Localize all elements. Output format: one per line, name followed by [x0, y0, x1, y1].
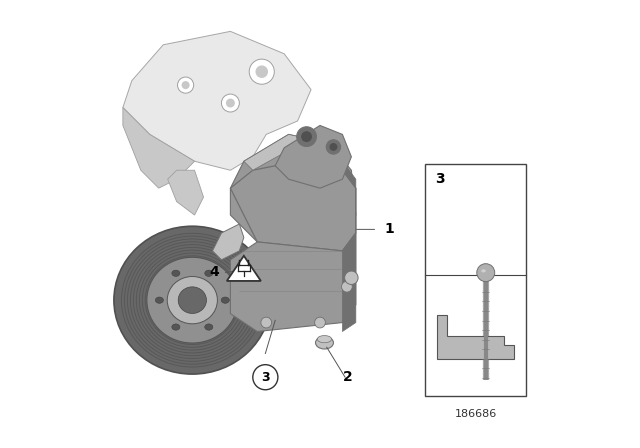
Circle shape	[342, 281, 352, 292]
Circle shape	[255, 65, 268, 78]
Circle shape	[226, 99, 235, 108]
Circle shape	[326, 140, 340, 154]
Polygon shape	[275, 125, 351, 188]
Text: 186686: 186686	[454, 409, 497, 419]
Ellipse shape	[316, 336, 333, 349]
Ellipse shape	[205, 324, 213, 330]
Ellipse shape	[172, 324, 180, 330]
Ellipse shape	[156, 297, 163, 303]
Circle shape	[261, 317, 271, 328]
Polygon shape	[244, 134, 338, 170]
Circle shape	[177, 77, 194, 93]
Text: 3: 3	[435, 172, 445, 185]
Polygon shape	[230, 233, 356, 332]
Polygon shape	[437, 315, 514, 359]
Ellipse shape	[317, 336, 332, 343]
Polygon shape	[227, 256, 261, 281]
Circle shape	[221, 94, 239, 112]
Polygon shape	[342, 161, 356, 332]
Polygon shape	[212, 224, 244, 260]
Polygon shape	[123, 31, 311, 170]
Text: 3: 3	[261, 370, 269, 384]
Circle shape	[297, 127, 316, 146]
Polygon shape	[168, 170, 204, 215]
Circle shape	[249, 59, 275, 84]
Ellipse shape	[481, 269, 486, 272]
Circle shape	[182, 81, 189, 89]
Circle shape	[315, 317, 325, 328]
Polygon shape	[230, 134, 356, 251]
Text: 4: 4	[209, 265, 219, 280]
Polygon shape	[123, 108, 195, 188]
Circle shape	[477, 264, 495, 282]
Bar	[425, 164, 526, 396]
Ellipse shape	[147, 257, 238, 343]
Ellipse shape	[221, 297, 229, 303]
Circle shape	[330, 143, 337, 151]
Ellipse shape	[178, 287, 207, 314]
Text: 1: 1	[384, 222, 394, 237]
Circle shape	[253, 365, 278, 390]
Text: 2: 2	[342, 370, 352, 384]
Circle shape	[344, 271, 358, 284]
Ellipse shape	[205, 270, 213, 276]
Polygon shape	[230, 161, 356, 251]
Ellipse shape	[114, 226, 271, 374]
Ellipse shape	[172, 270, 180, 276]
Ellipse shape	[167, 276, 218, 324]
Circle shape	[301, 131, 312, 142]
